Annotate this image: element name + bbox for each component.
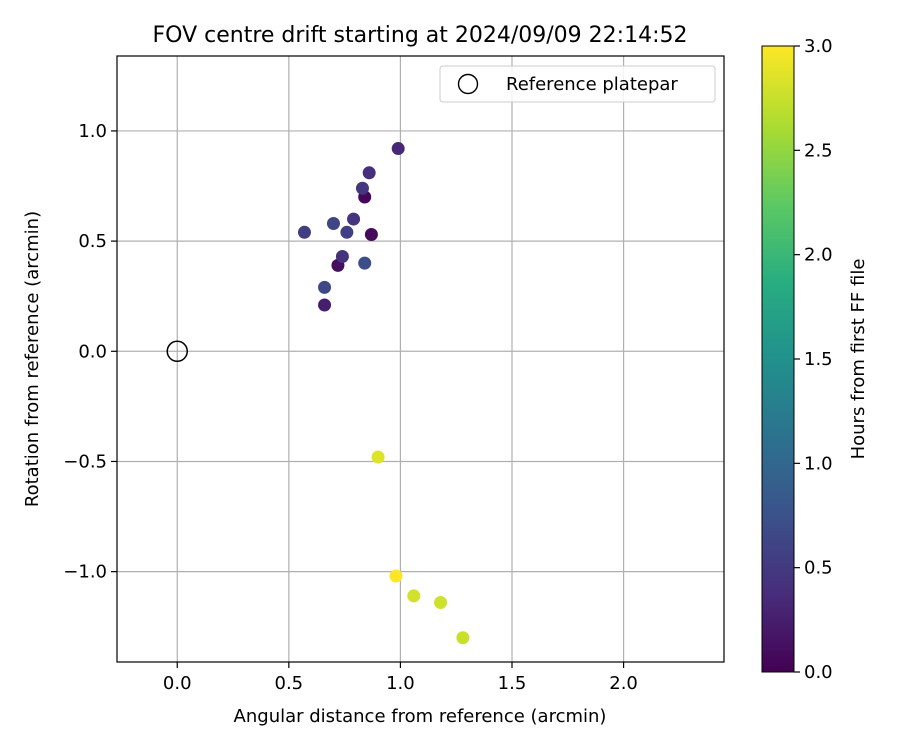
data-point	[364, 227, 378, 241]
plot-area-frame	[116, 55, 725, 663]
x-tick-label: 0.5	[275, 673, 304, 694]
reference-marker-layer	[166, 340, 189, 363]
x-tick-label: 1.5	[498, 673, 527, 694]
data-point	[326, 216, 340, 230]
data-point	[335, 250, 349, 264]
colorbar-tick-label: 0.5	[804, 558, 833, 579]
x-axis-ticks: 0.0 0.5 1.0 1.5 2.0	[163, 662, 638, 694]
data-point	[297, 225, 311, 239]
data-point	[456, 631, 470, 645]
reference-platepar-marker	[166, 340, 189, 363]
y-tick-label: −1.0	[63, 562, 107, 583]
legend-box	[439, 65, 716, 103]
data-point	[434, 596, 448, 610]
legend-entry-reference-platepar: Reference platepar	[506, 74, 678, 95]
colorbar-label: Hours from first FF file	[848, 259, 869, 460]
data-point	[358, 256, 372, 270]
data-point	[391, 142, 405, 156]
y-tick-label: 0.5	[78, 231, 107, 252]
x-tick-label: 2.0	[609, 673, 638, 694]
data-point	[318, 280, 332, 294]
colorbar-tick-label: 1.0	[804, 453, 833, 474]
colorbar: 0.0 0.5 1.0 1.5 2.0 2.5 3.0 Hours from first F…	[761, 36, 869, 683]
data-point	[371, 450, 385, 464]
colorbar-ticks: 0.0 0.5 1.0 1.5 2.0 2.5 3.0	[794, 36, 833, 683]
colorbar-tick-label: 2.5	[804, 140, 833, 161]
data-point	[340, 225, 354, 239]
data-point	[355, 181, 369, 195]
y-axis-ticks: −1.0 −0.5 0.0 0.5 1.0	[63, 121, 117, 583]
colorbar-tick-label: 0.0	[804, 662, 833, 683]
legend-marker-icon	[457, 73, 479, 95]
grid-lines	[117, 56, 724, 662]
data-point	[407, 589, 421, 603]
data-point	[318, 298, 332, 312]
colorbar-tick-label: 3.0	[804, 36, 833, 57]
x-axis-label: Angular distance from reference (arcmin)	[234, 706, 607, 727]
y-tick-label: 0.0	[78, 341, 107, 362]
x-tick-label: 1.0	[386, 673, 415, 694]
chart-title: FOV centre drift starting at 2024/09/09 …	[153, 23, 688, 48]
data-points	[297, 142, 470, 645]
x-tick-label: 0.0	[163, 673, 192, 694]
y-tick-label: −0.5	[63, 451, 107, 472]
colorbar-tick-label: 2.0	[804, 245, 833, 266]
legend: Reference platepar	[439, 65, 716, 103]
data-point	[389, 569, 403, 583]
data-point	[362, 166, 376, 180]
y-tick-label: 1.0	[78, 121, 107, 142]
colorbar-gradient	[761, 45, 795, 673]
data-point	[347, 212, 361, 226]
y-axis-label: Rotation from reference (arcmin)	[22, 211, 43, 507]
colorbar-tick-label: 1.5	[804, 349, 833, 370]
